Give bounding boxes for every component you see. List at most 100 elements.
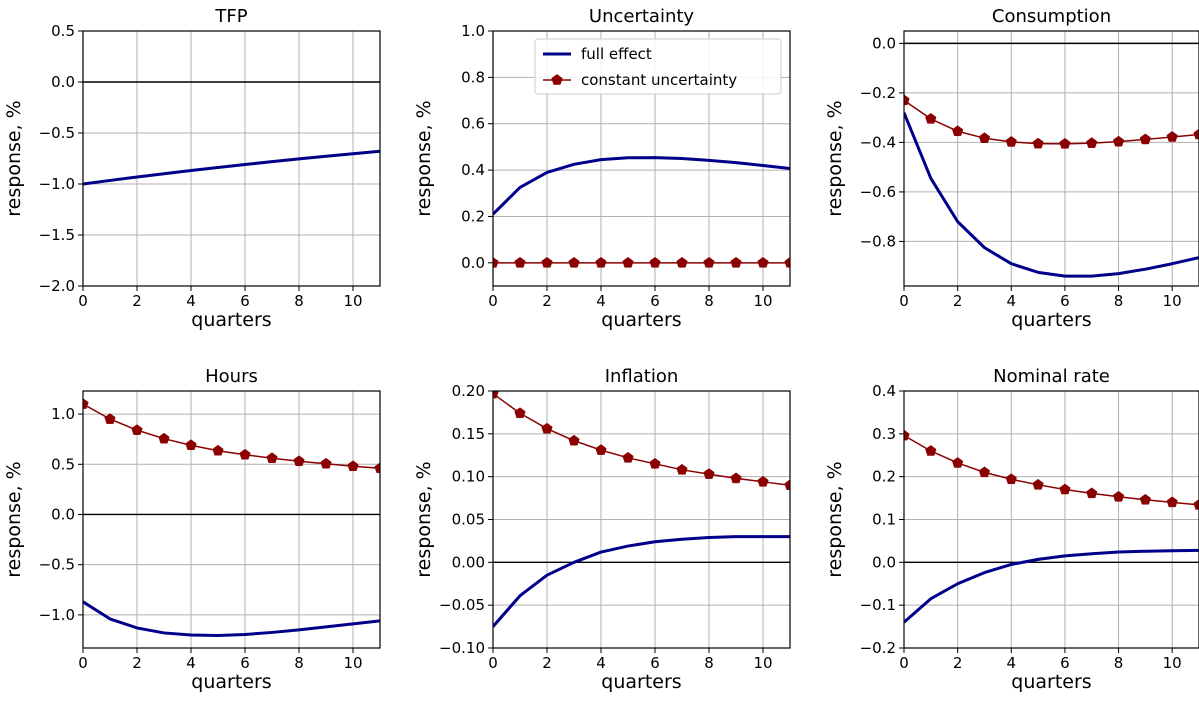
y-tick-label: 0.0 — [51, 73, 75, 91]
x-tick-label: 8 — [704, 654, 714, 672]
series-line-const — [493, 392, 790, 486]
data-point — [757, 475, 769, 487]
plot-frame — [492, 30, 791, 287]
y-tick-label: 0.5 — [51, 455, 75, 473]
x-tick-label: 2 — [953, 654, 963, 672]
panel-inflation: 0 2 4 6 8 10 −0.10 −0.05 0.00 0.05 0.10 0.15 0.20 Inf… — [413, 366, 791, 693]
data-point — [952, 125, 964, 137]
data-point — [1166, 496, 1178, 508]
data-point — [514, 256, 526, 268]
data-point — [1193, 128, 1199, 140]
chart-title: Nominal rate — [993, 366, 1110, 387]
data-point — [374, 462, 380, 474]
y-tick-label: 0.0 — [51, 505, 75, 523]
panel-consumption: 0 2 4 6 8 10 −0.8 −0.6 −0.4 −0.2 0.0 Consumption qua… — [824, 6, 1199, 331]
data-point — [757, 256, 769, 268]
data-point — [83, 398, 89, 409]
x-tick-label: 10 — [343, 654, 362, 672]
data-point — [541, 256, 553, 268]
x-tick-label: 4 — [1006, 292, 1016, 310]
data-point — [622, 451, 634, 463]
series-line-const — [904, 434, 1199, 506]
data-point — [649, 256, 661, 268]
x-tick-label: 8 — [1114, 292, 1124, 310]
y-tick-label: −0.05 — [439, 596, 485, 614]
y-axis-label: response, % — [3, 461, 25, 577]
y-tick-label: 1.0 — [51, 405, 75, 423]
x-tick-label: 2 — [132, 654, 142, 672]
y-tick-label: −0.2 — [860, 639, 896, 657]
x-tick-label: 6 — [240, 292, 250, 310]
x-tick-label: 10 — [1163, 292, 1182, 310]
chart-title: Inflation — [605, 366, 679, 387]
y-tick-label: 0.4 — [461, 161, 485, 179]
x-tick-label: 10 — [343, 292, 362, 310]
y-tick-label: −0.4 — [860, 133, 896, 151]
data-point — [1005, 136, 1017, 147]
plot-frame — [82, 390, 381, 649]
x-tick-label: 0 — [899, 654, 909, 672]
x-tick-label: 4 — [596, 654, 606, 672]
data-point — [904, 429, 910, 441]
x-axis-label: quarters — [601, 309, 681, 331]
data-point — [925, 445, 937, 456]
y-tick-label: 0.2 — [872, 468, 896, 486]
y-axis-label: response, % — [413, 461, 435, 577]
data-point — [1139, 493, 1151, 505]
x-axis-label: quarters — [1011, 309, 1091, 331]
y-tick-label: 0.0 — [872, 553, 896, 571]
y-tick-label: −1.0 — [39, 175, 75, 193]
data-point — [730, 256, 742, 268]
panel-tfp: 0 2 4 6 8 10 −2.0 −1.5 −1.0 −0.5 0.0 0.5 TFP quarters… — [3, 6, 381, 331]
data-point — [568, 256, 580, 268]
y-tick-label: 0.15 — [452, 425, 485, 443]
series-line-full — [904, 548, 1199, 624]
data-point — [1166, 131, 1178, 142]
x-tick-label: 6 — [1060, 654, 1070, 672]
y-tick-label: −0.8 — [860, 232, 896, 250]
x-tick-label: 6 — [1060, 292, 1070, 310]
x-axis-label: quarters — [191, 671, 271, 693]
data-point — [347, 460, 359, 472]
data-point — [158, 432, 170, 444]
x-tick-label: 4 — [186, 292, 196, 310]
x-tick-label: 2 — [542, 654, 552, 672]
data-point — [1032, 137, 1044, 149]
panel-nominal-rate: 0 2 4 6 8 10 −0.2 −0.1 0.0 0.1 0.2 0.3 0.4 Nominal ra… — [824, 366, 1199, 693]
x-tick-label: 0 — [488, 292, 498, 310]
data-point — [293, 455, 305, 467]
data-point — [595, 256, 607, 268]
x-tick-label: 8 — [1114, 654, 1124, 672]
y-axis-label: response, % — [413, 100, 435, 216]
chart-title: TFP — [214, 6, 247, 27]
panel-uncertainty: 0 2 4 6 8 10 0.0 0.2 0.4 0.6 0.8 1.0 Uncertainty quar… — [413, 6, 791, 331]
data-point — [1139, 133, 1151, 145]
y-tick-label: 0.0 — [461, 254, 485, 272]
y-tick-label: 0.3 — [872, 425, 896, 443]
data-point — [676, 463, 688, 475]
x-tick-label: 4 — [186, 654, 196, 672]
y-tick-label: −0.6 — [860, 183, 896, 201]
legend: full effect constant uncertainty — [534, 38, 782, 95]
data-point — [1059, 483, 1071, 495]
y-tick-label: 0.6 — [461, 115, 485, 133]
data-point — [730, 472, 742, 484]
data-point — [1005, 473, 1017, 485]
x-tick-label: 0 — [488, 654, 498, 672]
y-tick-label: 0.1 — [872, 511, 896, 529]
data-point — [595, 444, 607, 455]
data-point — [131, 424, 143, 435]
y-tick-label: 0.00 — [452, 553, 485, 571]
chart-title: Hours — [205, 366, 258, 387]
data-point — [1059, 137, 1071, 149]
chart-title: Consumption — [992, 6, 1111, 27]
y-tick-label: 1.0 — [461, 22, 485, 40]
data-point — [104, 413, 116, 424]
y-tick-label: 0.8 — [461, 68, 485, 86]
legend-box — [534, 38, 782, 95]
data-point — [676, 256, 688, 268]
data-point — [703, 468, 715, 479]
data-point — [239, 448, 251, 460]
data-point — [904, 94, 910, 106]
y-tick-label: −0.1 — [860, 596, 896, 614]
